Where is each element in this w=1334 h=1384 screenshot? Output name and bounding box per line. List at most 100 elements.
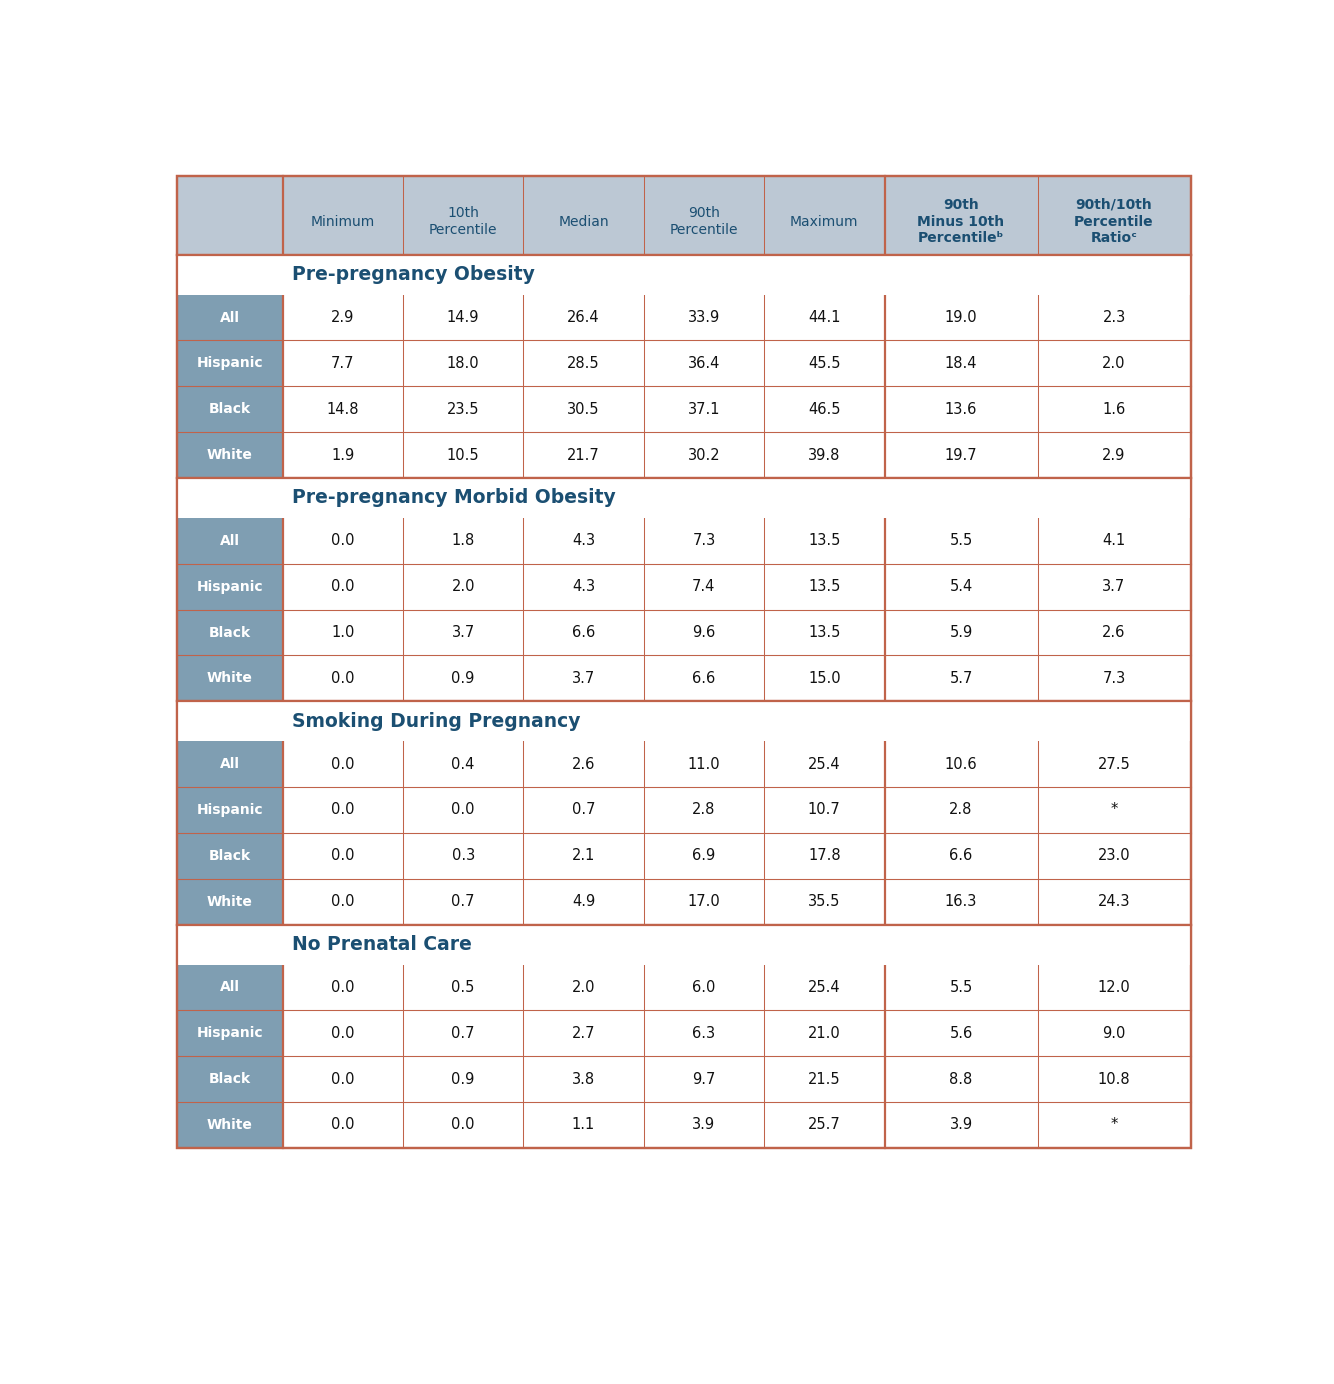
Text: 14.8: 14.8 — [327, 401, 359, 417]
Text: 7.3: 7.3 — [692, 533, 715, 548]
Bar — [403, 432, 523, 477]
Bar — [764, 965, 884, 1010]
Text: 90th
Percentile: 90th Percentile — [670, 206, 738, 237]
Bar — [644, 563, 764, 609]
Bar — [764, 1102, 884, 1147]
Text: Pre-pregnancy Obesity: Pre-pregnancy Obesity — [292, 266, 535, 284]
Text: 0.0: 0.0 — [451, 803, 475, 818]
Bar — [177, 563, 283, 609]
Text: 0.0: 0.0 — [331, 533, 355, 548]
Text: 2.9: 2.9 — [1102, 447, 1126, 462]
Text: 21.5: 21.5 — [808, 1071, 840, 1086]
Bar — [177, 255, 1190, 295]
Text: 36.4: 36.4 — [688, 356, 720, 371]
Text: Black: Black — [208, 848, 251, 862]
Bar — [177, 787, 283, 833]
Text: 30.2: 30.2 — [687, 447, 720, 462]
Text: 39.8: 39.8 — [808, 447, 840, 462]
Bar — [884, 965, 1038, 1010]
Bar — [644, 176, 764, 255]
Text: 15.0: 15.0 — [808, 671, 840, 686]
Text: 7.7: 7.7 — [331, 356, 355, 371]
Bar — [764, 1010, 884, 1056]
Bar — [177, 609, 283, 656]
Bar — [283, 1102, 403, 1147]
Text: 10.8: 10.8 — [1098, 1071, 1130, 1086]
Bar — [177, 656, 283, 702]
Bar — [884, 656, 1038, 702]
Bar — [177, 1010, 283, 1056]
Bar — [523, 1102, 644, 1147]
Text: 6.9: 6.9 — [692, 848, 715, 864]
Bar — [764, 656, 884, 702]
Text: 0.4: 0.4 — [451, 757, 475, 772]
Bar — [283, 340, 403, 386]
Text: 10.6: 10.6 — [944, 757, 978, 772]
Text: 18.4: 18.4 — [944, 356, 978, 371]
Bar — [764, 386, 884, 432]
Text: 6.6: 6.6 — [572, 626, 595, 639]
Text: 9.6: 9.6 — [692, 626, 715, 639]
Bar — [1038, 609, 1190, 656]
Bar — [523, 432, 644, 477]
Bar — [1038, 656, 1190, 702]
Bar — [1038, 1102, 1190, 1147]
Text: 3.7: 3.7 — [451, 626, 475, 639]
Bar — [884, 1102, 1038, 1147]
Text: Black: Black — [208, 1073, 251, 1086]
Text: 19.7: 19.7 — [944, 447, 978, 462]
Text: 18.0: 18.0 — [447, 356, 479, 371]
Text: 44.1: 44.1 — [808, 310, 840, 325]
Bar — [1038, 386, 1190, 432]
Text: 4.1: 4.1 — [1102, 533, 1126, 548]
Text: 0.9: 0.9 — [451, 671, 475, 686]
Text: 17.8: 17.8 — [808, 848, 840, 864]
Bar — [764, 833, 884, 879]
Text: 2.6: 2.6 — [1102, 626, 1126, 639]
Text: 2.9: 2.9 — [331, 310, 355, 325]
Bar — [177, 386, 283, 432]
Text: 1.6: 1.6 — [1102, 401, 1126, 417]
Bar — [283, 1056, 403, 1102]
Bar — [764, 787, 884, 833]
Bar — [403, 609, 523, 656]
Bar — [177, 742, 283, 787]
Text: 0.0: 0.0 — [331, 671, 355, 686]
Bar — [177, 295, 283, 340]
Text: 28.5: 28.5 — [567, 356, 600, 371]
Bar — [177, 925, 1190, 965]
Text: 1.0: 1.0 — [331, 626, 355, 639]
Text: Black: Black — [208, 403, 251, 417]
Bar — [403, 965, 523, 1010]
Text: 26.4: 26.4 — [567, 310, 600, 325]
Bar — [523, 295, 644, 340]
Bar — [644, 833, 764, 879]
Text: 0.0: 0.0 — [331, 579, 355, 594]
Text: 9.0: 9.0 — [1102, 1026, 1126, 1041]
Bar — [644, 386, 764, 432]
Bar — [177, 340, 283, 386]
Bar — [283, 295, 403, 340]
Bar — [403, 518, 523, 563]
Bar — [1038, 787, 1190, 833]
Text: 0.3: 0.3 — [451, 848, 475, 864]
Bar — [644, 742, 764, 787]
Bar — [177, 702, 1190, 742]
Bar — [177, 255, 1190, 295]
Text: Hispanic: Hispanic — [196, 357, 263, 371]
Bar — [403, 833, 523, 879]
Text: Smoking During Pregnancy: Smoking During Pregnancy — [292, 711, 580, 731]
Text: 0.0: 0.0 — [331, 757, 355, 772]
Text: 1.1: 1.1 — [572, 1117, 595, 1132]
Bar — [644, 656, 764, 702]
Bar — [403, 563, 523, 609]
Text: Smoking During Pregnancy: Smoking During Pregnancy — [292, 711, 580, 731]
Bar — [283, 833, 403, 879]
Bar — [884, 1010, 1038, 1056]
Bar — [283, 432, 403, 477]
Text: 5.6: 5.6 — [950, 1026, 972, 1041]
Text: White: White — [207, 448, 252, 462]
Text: 3.8: 3.8 — [572, 1071, 595, 1086]
Bar — [177, 965, 283, 1010]
Text: 2.7: 2.7 — [572, 1026, 595, 1041]
